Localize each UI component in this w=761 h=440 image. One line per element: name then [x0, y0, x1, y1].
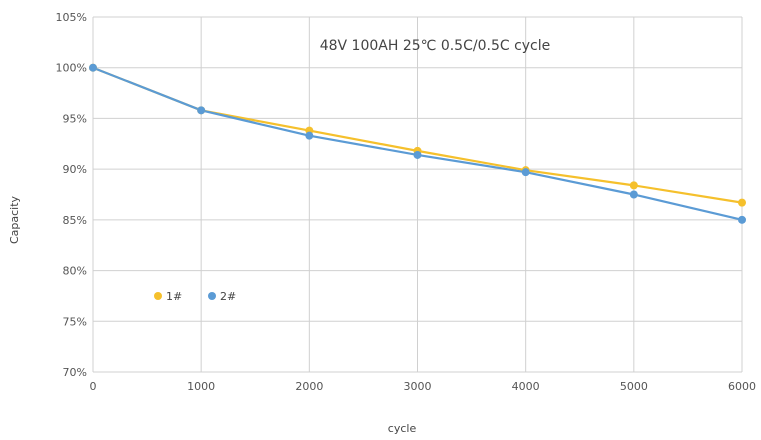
y-axis-title: Capacity — [8, 195, 21, 244]
legend-label-2: 2# — [220, 290, 236, 303]
legend-label-1: 1# — [166, 290, 182, 303]
legend-marker-1 — [154, 292, 162, 300]
legend-marker-2 — [208, 292, 216, 300]
series-points — [89, 63, 746, 224]
data-point-series-2 — [521, 168, 530, 177]
chart-title: 48V 100AH 25℃ 0.5C/0.5C cycle — [320, 38, 551, 54]
y-tick-label: 70% — [63, 366, 87, 379]
y-tick-label: 100% — [56, 62, 87, 75]
x-tick-label: 5000 — [620, 380, 648, 393]
data-point-series-2 — [738, 215, 746, 224]
x-axis-tick-labels: 0 1000 2000 3000 4000 5000 6000 — [90, 380, 757, 393]
data-point-series-1 — [738, 198, 746, 207]
data-point-series-1 — [629, 181, 638, 190]
y-tick-label: 95% — [63, 112, 87, 125]
data-point-series-2 — [413, 150, 422, 159]
y-axis-tick-labels: 70% 75% 80% 85% 90% 95% 100% 105% — [56, 11, 87, 379]
data-point-series-2 — [197, 106, 206, 115]
x-tick-label: 2000 — [295, 380, 323, 393]
data-point-series-2 — [89, 63, 97, 72]
y-tick-label: 80% — [63, 265, 87, 278]
data-point-series-2 — [305, 131, 314, 140]
data-point-series-2 — [629, 190, 638, 199]
x-axis-title: cycle — [388, 422, 417, 435]
y-tick-label: 105% — [56, 11, 87, 24]
x-tick-label: 4000 — [512, 380, 540, 393]
grid — [92, 16, 743, 373]
y-tick-label: 75% — [63, 315, 87, 328]
y-tick-label: 85% — [63, 214, 87, 227]
x-tick-label: 3000 — [404, 380, 432, 393]
x-tick-label: 6000 — [728, 380, 756, 393]
x-tick-label: 1000 — [187, 380, 215, 393]
legend: 1# 2# — [154, 290, 236, 303]
x-tick-label: 0 — [90, 380, 97, 393]
y-tick-label: 90% — [63, 163, 87, 176]
